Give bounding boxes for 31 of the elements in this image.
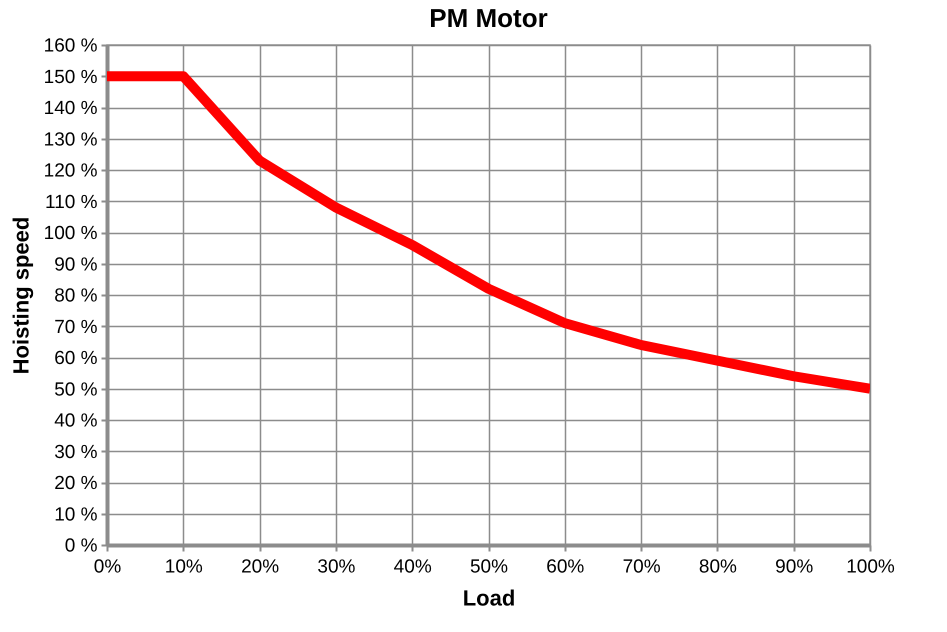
y-tick-label: 100 % [44, 223, 98, 244]
y-tick-label: 70 % [54, 316, 98, 338]
x-tick-label: 20% [241, 556, 280, 578]
x-tick-label: 0% [94, 556, 122, 578]
chart-title: PM Motor [429, 3, 548, 33]
x-tick-label: 10% [164, 556, 203, 578]
x-tick-label: 90% [775, 556, 814, 578]
y-tick-label: 20 % [54, 473, 98, 494]
y-tick-label: 90 % [54, 254, 98, 276]
y-tick-label: 10 % [54, 504, 98, 526]
x-tick-label: 60% [546, 556, 584, 578]
y-tick-label: 130 % [44, 129, 98, 150]
x-axis-title: Load [462, 586, 516, 610]
y-tick-label: 160 % [44, 36, 98, 56]
x-tick-label: 50% [470, 556, 508, 578]
y-tick-label: 110 % [45, 192, 98, 213]
y-tick-label: 140 % [44, 98, 98, 119]
x-tick-label: 30% [317, 556, 356, 578]
y-tick-label: 0 % [64, 536, 98, 556]
y-tick-label: 30 % [54, 442, 98, 463]
x-tick-label: 40% [394, 556, 432, 578]
y-tick-label: 150 % [44, 66, 98, 88]
y-tick-label: 60 % [54, 348, 98, 369]
y-tick-label: 120 % [44, 160, 98, 182]
x-tick-label: 100% [846, 556, 895, 578]
y-tick-label: 50 % [54, 379, 98, 400]
y-tick-label: 80 % [54, 286, 98, 306]
y-axis-title: Hoisting speed [8, 216, 34, 374]
x-tick-label: 80% [698, 556, 738, 578]
y-tick-label: 40 % [54, 410, 98, 432]
x-tick-label: 70% [622, 556, 661, 578]
